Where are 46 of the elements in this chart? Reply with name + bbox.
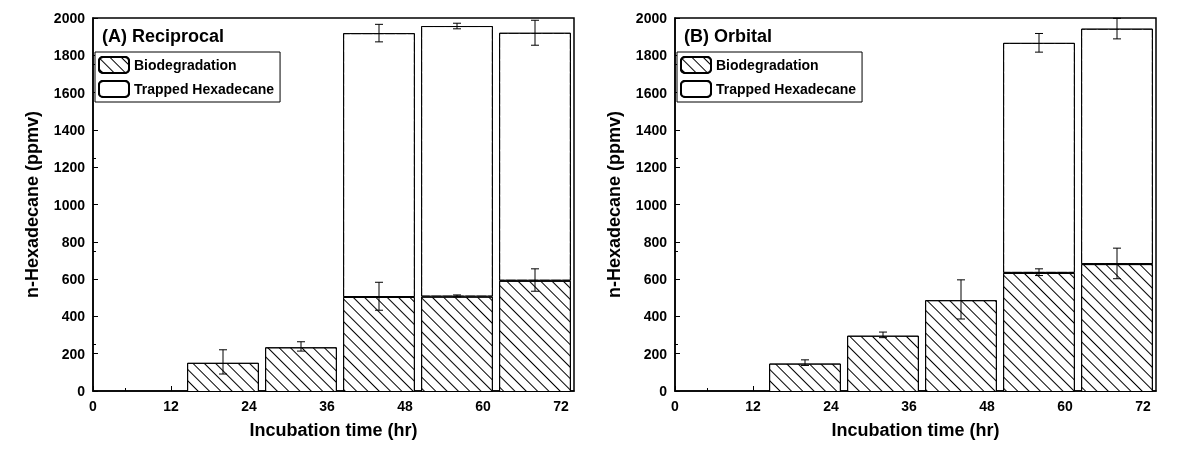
y-tick-label: 1600 <box>635 84 668 101</box>
y-tick-label: 2000 <box>53 10 86 26</box>
y-tick-label: 1000 <box>53 196 86 213</box>
legend-label: Trapped Hexadecane <box>716 81 857 97</box>
y-tick-label: 1200 <box>53 159 86 176</box>
x-tick-label: 60 <box>1057 398 1073 414</box>
legend-label: Biodegradation <box>716 57 819 73</box>
y-tick-label: 0 <box>77 383 86 399</box>
y-tick-label: 600 <box>643 271 668 288</box>
legend-label: Trapped Hexadecane <box>134 81 275 97</box>
x-tick-label: 36 <box>319 398 335 414</box>
y-tick-label: 2000 <box>635 10 668 26</box>
y-axis-title: n-Hexadecane (ppmv) <box>22 110 42 299</box>
x-tick-label: 12 <box>163 398 179 414</box>
y-tick-label: 1600 <box>53 84 86 101</box>
y-tick-label: 400 <box>643 308 668 325</box>
x-tick-label: 48 <box>397 398 413 414</box>
x-tick-label: 0 <box>89 398 98 414</box>
legend-label: Biodegradation <box>134 57 237 73</box>
y-tick-label: 1400 <box>53 121 86 138</box>
x-tick-label: 12 <box>745 398 761 414</box>
x-axis-title: Incubation time (hr) <box>249 420 418 440</box>
x-tick-label: 24 <box>241 398 257 414</box>
y-tick-label: 200 <box>61 345 86 362</box>
chart-title: (A) Reciprocal <box>102 26 225 46</box>
y-tick-label: 800 <box>643 233 668 250</box>
y-tick-label: 0 <box>659 383 668 399</box>
y-tick-label: 1000 <box>635 196 668 213</box>
y-tick-label: 1800 <box>53 47 86 64</box>
x-tick-label: 36 <box>901 398 917 414</box>
y-tick-label: 800 <box>61 233 86 250</box>
y-tick-label: 1800 <box>635 47 668 64</box>
x-tick-label: 72 <box>553 398 569 414</box>
x-tick-label: 48 <box>979 398 995 414</box>
x-tick-label: 72 <box>1135 398 1151 414</box>
y-tick-label: 600 <box>61 271 86 288</box>
y-tick-label: 200 <box>643 345 668 362</box>
y-axis-title: n-Hexadecane (ppmv) <box>604 110 624 299</box>
x-tick-label: 0 <box>671 398 680 414</box>
chart-title: (B) Orbital <box>684 26 772 46</box>
x-axis-title: Incubation time (hr) <box>831 420 1000 440</box>
y-tick-label: 1400 <box>635 121 668 138</box>
y-tick-label: 400 <box>61 308 86 325</box>
x-tick-label: 60 <box>475 398 491 414</box>
x-tick-label: 24 <box>823 398 839 414</box>
y-tick-label: 1200 <box>635 159 668 176</box>
